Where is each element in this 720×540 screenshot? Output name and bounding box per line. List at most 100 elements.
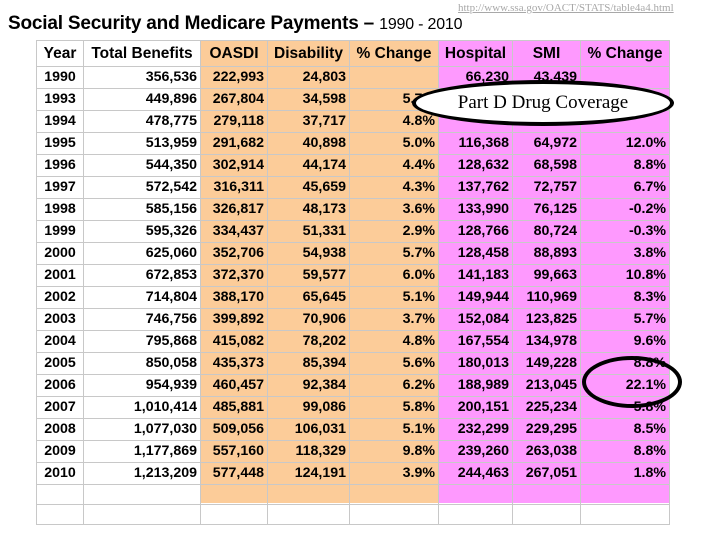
table-row: 2008 1,077,030 509,056 106,031 5.1% 232,299 22… — [36, 418, 670, 441]
table-cell: 5.7% — [580, 308, 670, 331]
table-cell: 64,972 — [512, 132, 581, 155]
col-header-hospital: Hospital — [438, 40, 513, 67]
table-cell: 302,914 — [200, 154, 268, 177]
table-cell: 141,183 — [438, 264, 513, 287]
table-cell: 99,663 — [512, 264, 581, 287]
table-cell: 37,717 — [267, 110, 350, 133]
table-cell: 1990 — [36, 66, 84, 89]
empty-cell — [349, 504, 439, 525]
table-cell: 80,724 — [512, 220, 581, 243]
table-cell: 2005 — [36, 352, 84, 375]
table-cell: 2007 — [36, 396, 84, 419]
table-cell: 1995 — [36, 132, 84, 155]
empty-cell — [83, 504, 201, 525]
col-header-medicare-change: % Change — [580, 40, 670, 67]
table-cell: 4.4% — [349, 154, 439, 177]
table-cell: 5.7% — [349, 242, 439, 265]
table-cell: 137,762 — [438, 176, 513, 199]
empty-cell — [512, 484, 581, 505]
empty-cell — [200, 484, 268, 505]
table-cell: 8.8% — [580, 154, 670, 177]
table-cell: 1993 — [36, 88, 84, 111]
table-cell: 4.3% — [349, 176, 439, 199]
table-cell: 291,682 — [200, 132, 268, 155]
table-cell: 1,077,030 — [83, 418, 201, 441]
table-row: 2005 850,058 435,373 85,394 5.6% 180,013 149,2… — [36, 352, 670, 375]
table-cell: 8.5% — [580, 418, 670, 441]
table-cell: 200,151 — [438, 396, 513, 419]
table-cell: 2001 — [36, 264, 84, 287]
table-cell: 149,228 — [512, 352, 581, 375]
table-cell: 267,804 — [200, 88, 268, 111]
table-cell: 5.1% — [349, 418, 439, 441]
table-cell: 954,939 — [83, 374, 201, 397]
table-cell: 128,632 — [438, 154, 513, 177]
table-cell: 6.2% — [349, 374, 439, 397]
table-cell: 460,457 — [200, 374, 268, 397]
table-cell: 9.6% — [580, 330, 670, 353]
table-cell: 1996 — [36, 154, 84, 177]
table-cell: 3.9% — [349, 462, 439, 485]
table-cell: 10.8% — [580, 264, 670, 287]
table-cell: 106,031 — [267, 418, 350, 441]
table-cell: 1,010,414 — [83, 396, 201, 419]
table-cell: 116,368 — [438, 132, 513, 155]
table-cell: 279,118 — [200, 110, 268, 133]
table-cell: 9.8% — [349, 440, 439, 463]
table-cell: 544,350 — [83, 154, 201, 177]
table-cell: 6.7% — [580, 176, 670, 199]
table-cell: 577,448 — [200, 462, 268, 485]
table-cell: 72,757 — [512, 176, 581, 199]
table-cell: 118,329 — [267, 440, 350, 463]
table-cell: 48,173 — [267, 198, 350, 221]
table-row: 1997 572,542 316,311 45,659 4.3% 137,762 72,75… — [36, 176, 670, 199]
table-cell: 244,463 — [438, 462, 513, 485]
table-cell: 1.8% — [580, 462, 670, 485]
title-dash: – — [358, 13, 380, 34]
table-cell: 513,959 — [83, 132, 201, 155]
table-cell: 225,234 — [512, 396, 581, 419]
table-cell: 239,260 — [438, 440, 513, 463]
table-cell: 232,299 — [438, 418, 513, 441]
table-cell: 263,038 — [512, 440, 581, 463]
source-url-link[interactable]: http://www.ssa.gov/OACT/STATS/table4a4.h… — [458, 2, 674, 14]
table-cell: 714,804 — [83, 286, 201, 309]
table-cell: 1994 — [36, 110, 84, 133]
table-cell: 229,295 — [512, 418, 581, 441]
table-cell: 3.8% — [580, 242, 670, 265]
table-row: 2002 714,804 388,170 65,645 5.1% 149,944 110,9… — [36, 286, 670, 309]
header-row: Year Total Benefits OASDI Disability % C… — [36, 40, 670, 67]
empty-cell — [36, 484, 84, 505]
table-cell: 625,060 — [83, 242, 201, 265]
table-row: 2007 1,010,414 485,881 99,086 5.8% 200,151 225… — [36, 396, 670, 419]
table-cell: 557,160 — [200, 440, 268, 463]
empty-row — [36, 504, 670, 525]
table-row: 2006 954,939 460,457 92,384 6.2% 188,989 213,0… — [36, 374, 670, 397]
table-cell: 124,191 — [267, 462, 350, 485]
col-header-year: Year — [36, 40, 84, 67]
table-cell: 4.8% — [349, 330, 439, 353]
empty-cell — [349, 484, 439, 505]
title-main: Social Security and Medicare Payments — [8, 13, 359, 34]
table-cell: 5.6% — [349, 352, 439, 375]
highlight-ring-2006-change — [582, 356, 682, 408]
table-cell: -0.2% — [580, 198, 670, 221]
table-row: 2004 795,868 415,082 78,202 4.8% 167,554 134,9… — [36, 330, 670, 353]
empty-cell — [267, 504, 350, 525]
table-cell: 1,177,869 — [83, 440, 201, 463]
col-header-total-benefits: Total Benefits — [83, 40, 201, 67]
table-cell: 2.9% — [349, 220, 439, 243]
table-cell: 68,598 — [512, 154, 581, 177]
table-cell: 478,775 — [83, 110, 201, 133]
table-cell: 24,803 — [267, 66, 350, 89]
table-cell: 133,990 — [438, 198, 513, 221]
table-cell: 2010 — [36, 462, 84, 485]
table-cell: 85,394 — [267, 352, 350, 375]
table-cell: 128,766 — [438, 220, 513, 243]
table-cell: 45,659 — [267, 176, 350, 199]
table-row: 1998 585,156 326,817 48,173 3.6% 133,990 76,12… — [36, 198, 670, 221]
empty-cell — [580, 484, 670, 505]
table-cell: 850,058 — [83, 352, 201, 375]
table-cell: 746,756 — [83, 308, 201, 331]
table-row: 2009 1,177,869 557,160 118,329 9.8% 239,260 26… — [36, 440, 670, 463]
